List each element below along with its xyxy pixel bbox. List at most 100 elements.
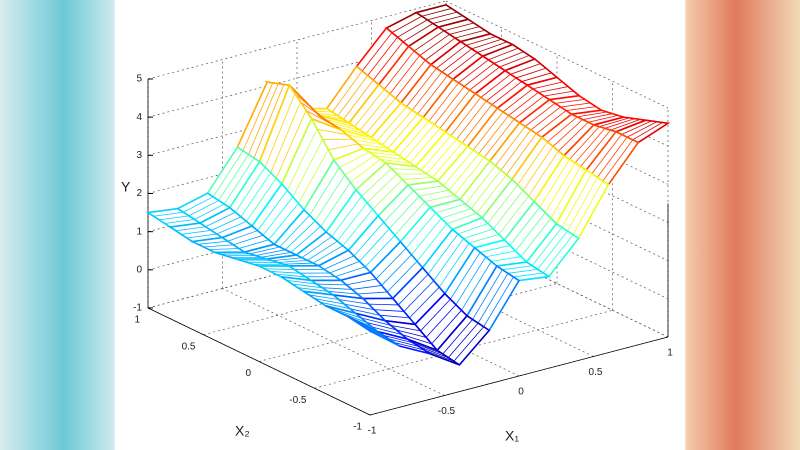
- mesh-line: [186, 233, 217, 239]
- mesh-line: [491, 81, 522, 105]
- mesh-line: [453, 326, 484, 362]
- mesh-line: [262, 196, 294, 236]
- mesh-line: [461, 104, 493, 144]
- mesh-line: [524, 103, 556, 127]
- mesh-line: [632, 122, 663, 141]
- mesh-line: [374, 155, 405, 160]
- mesh-line: [322, 287, 352, 290]
- mesh-line: [381, 254, 412, 286]
- mesh-line: [520, 217, 552, 257]
- x2-tick-label: -1: [353, 422, 362, 433]
- mesh-line: [316, 283, 347, 286]
- mesh-line: [371, 326, 402, 335]
- mesh-line: [283, 262, 314, 265]
- mesh-line: [294, 93, 326, 120]
- mesh-line: [507, 268, 538, 274]
- mesh-line: [372, 41, 404, 81]
- mesh-line: [502, 88, 533, 113]
- mesh-line: [425, 304, 457, 338]
- mesh-line: [500, 129, 532, 171]
- mesh-line: [338, 299, 369, 305]
- y-tick-label: 1: [136, 226, 142, 237]
- mesh-line: [369, 151, 399, 157]
- mesh-line: [498, 195, 529, 235]
- x2-tick-label: -0.5: [289, 395, 307, 406]
- mesh-line: [394, 201, 425, 236]
- mesh-line: [574, 128, 606, 164]
- mesh-line: [335, 266, 366, 278]
- mesh-line: [366, 322, 397, 331]
- mesh-line: [476, 174, 507, 214]
- mesh-line: [264, 268, 295, 270]
- grid-line: [147, 0, 447, 80]
- y-tick-label: 3: [136, 150, 142, 161]
- mesh-line: [493, 51, 524, 64]
- mesh-line: [317, 128, 348, 136]
- mesh-line: [458, 59, 489, 84]
- mesh-line: [197, 240, 228, 245]
- mesh-line: [487, 184, 518, 224]
- mesh-line: [270, 101, 301, 173]
- mesh-line: [424, 194, 455, 203]
- mesh-line: [253, 84, 285, 159]
- mesh-line: [447, 52, 478, 76]
- mesh-line: [300, 101, 331, 124]
- mesh-line: [472, 111, 504, 151]
- mesh-line: [406, 68, 437, 107]
- mesh-line: [390, 324, 421, 332]
- mesh-line: [319, 301, 350, 310]
- mesh-line: [346, 278, 377, 286]
- mesh-line: [368, 303, 399, 306]
- mesh-line: [240, 172, 272, 218]
- mesh-line: [336, 310, 367, 323]
- mesh-line: [330, 122, 361, 131]
- mesh-line: [530, 106, 561, 131]
- mesh-line: [448, 153, 480, 191]
- mesh-line: [596, 136, 628, 178]
- mesh-line: [337, 75, 369, 117]
- mesh-line: [423, 349, 454, 362]
- mesh-line: [477, 273, 509, 324]
- mesh-line: [275, 273, 306, 278]
- mesh-line: [218, 154, 249, 201]
- mesh-line: [367, 36, 398, 76]
- mesh-line: [402, 23, 434, 43]
- mesh-line: [502, 265, 533, 271]
- mesh-line: [521, 72, 552, 82]
- mesh-line: [188, 200, 219, 217]
- mesh-line: [395, 59, 426, 99]
- mesh-line: [450, 97, 482, 136]
- mesh-line: [332, 70, 363, 113]
- mesh-line: [305, 110, 337, 127]
- mesh-line: [381, 110, 413, 146]
- mesh-line: [331, 308, 362, 319]
- mesh-line: [349, 308, 380, 316]
- mesh-line: [181, 229, 212, 235]
- mesh-line: [153, 211, 184, 217]
- mesh-line: [420, 298, 451, 332]
- mesh-line: [419, 34, 450, 56]
- mesh-line: [388, 338, 419, 347]
- mesh-line: [357, 291, 388, 295]
- mesh-line: [292, 139, 324, 198]
- y-tick-label: 2: [136, 188, 142, 199]
- mesh-line: [457, 222, 488, 235]
- mesh-line: [513, 272, 544, 278]
- mesh-line: [413, 185, 444, 192]
- mesh-line: [522, 146, 554, 191]
- mesh-line: [539, 159, 570, 208]
- mesh-line: [455, 256, 487, 305]
- mesh-line: [456, 100, 487, 140]
- mesh-line: [249, 246, 280, 255]
- mesh-line: [463, 63, 495, 87]
- mesh-line: [433, 86, 465, 126]
- y-tick-label: 5: [136, 74, 142, 85]
- mesh-line: [320, 182, 351, 227]
- mesh-line: [449, 26, 480, 35]
- x2-tick-label: 1: [134, 315, 140, 326]
- mesh-line: [561, 173, 593, 228]
- mesh-line: [194, 203, 225, 220]
- mesh-line: [357, 143, 388, 149]
- mesh-line: [569, 126, 600, 160]
